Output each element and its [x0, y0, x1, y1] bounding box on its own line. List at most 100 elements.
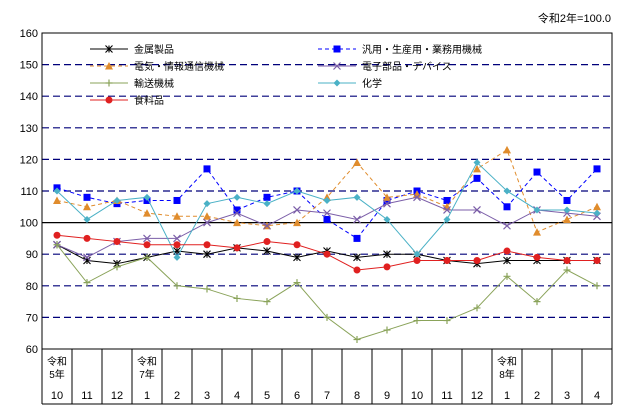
x-tick-label: 6 [294, 390, 300, 402]
data-point [83, 279, 91, 287]
data-point [473, 159, 481, 167]
data-point [323, 215, 331, 223]
x-tick-label: 10 [411, 390, 423, 402]
data-point [105, 62, 113, 70]
data-point [203, 218, 211, 227]
legend-entry: 化学 [318, 77, 382, 90]
data-point [233, 244, 241, 252]
data-point [533, 253, 541, 261]
data-point [353, 158, 361, 167]
data-point [413, 193, 421, 202]
data-point [503, 187, 511, 195]
grid [42, 63, 612, 318]
data-point [383, 263, 391, 271]
data-point [263, 298, 271, 306]
data-point [443, 196, 451, 204]
data-point [473, 206, 481, 214]
base-year-note: 令和2年=100.0 [538, 11, 611, 25]
data-point [353, 266, 361, 274]
legend-label: 食料品 [134, 94, 164, 107]
data-point [203, 200, 211, 208]
data-point [293, 218, 301, 227]
data-point [143, 193, 151, 201]
legend-label: 電子部品・デバイス [362, 60, 452, 73]
x-tick-label: 12 [471, 390, 483, 402]
x-tick-label: 3 [564, 390, 570, 402]
data-point [105, 79, 113, 87]
x-tick-label: 2 [534, 390, 540, 402]
y-tick-label: 90 [26, 249, 38, 261]
data-point [353, 215, 361, 224]
data-point [413, 250, 421, 258]
data-point [233, 193, 241, 201]
series-5 [53, 241, 601, 344]
y-tick-label: 140 [20, 91, 38, 103]
data-point [443, 317, 451, 325]
data-point [533, 228, 541, 236]
data-point [83, 234, 91, 242]
data-point [105, 96, 113, 104]
series-7 [53, 231, 601, 274]
x-tick-label: 1 [504, 390, 510, 402]
data-point [533, 168, 541, 176]
data-point [263, 221, 271, 230]
x-tick-label: 12 [111, 390, 123, 402]
x-era-label: 令和 [47, 355, 67, 368]
data-point [593, 165, 601, 173]
data-point [593, 202, 601, 211]
y-tick-label: 120 [20, 154, 38, 166]
data-point [293, 241, 301, 249]
x-tick-label: 5 [264, 390, 270, 402]
x-tick-label: 8 [354, 390, 360, 402]
data-point [323, 209, 331, 218]
data-point [593, 209, 601, 217]
data-point [473, 174, 481, 182]
data-point [563, 196, 571, 204]
y-tick-label: 100 [20, 218, 38, 230]
data-point [143, 209, 151, 217]
y-tick-label: 150 [20, 60, 38, 72]
data-point [533, 298, 541, 306]
legend-entry: 電気・情報通信機械 [90, 60, 224, 73]
legend-entry: 電子部品・デバイス [318, 60, 452, 73]
data-point [293, 206, 301, 214]
data-point [83, 215, 91, 223]
data-point [173, 196, 181, 204]
data-point [293, 279, 301, 287]
data-point [173, 282, 181, 290]
data-point [173, 241, 181, 249]
data-point [383, 199, 391, 208]
data-point [53, 187, 61, 195]
data-point [503, 247, 511, 255]
data-point [323, 196, 331, 204]
data-point [353, 253, 361, 262]
data-point [333, 45, 341, 53]
legend-entry: 食料品 [90, 94, 164, 107]
data-point [593, 282, 601, 290]
x-tick-label: 11 [81, 390, 92, 402]
data-point [323, 313, 331, 321]
x-tick-label: 1 [144, 390, 150, 402]
data-point [263, 238, 271, 246]
data-point [173, 253, 181, 261]
data-point [383, 326, 391, 334]
series-6 [53, 159, 601, 261]
legend-label: 金属製品 [134, 43, 174, 56]
plot-frame [41, 32, 613, 350]
data-point [233, 218, 241, 227]
data-point [293, 187, 301, 195]
data-point [383, 193, 391, 201]
legend-label: 化学 [362, 77, 382, 90]
data-point [203, 285, 211, 293]
data-point [593, 257, 601, 265]
data-point [333, 79, 341, 87]
data-point [113, 263, 121, 271]
data-point [443, 215, 451, 223]
data-point [263, 247, 271, 255]
data-point [53, 231, 61, 239]
data-point [503, 145, 511, 154]
y-tick-label: 70 [26, 312, 38, 324]
data-point [83, 202, 91, 211]
